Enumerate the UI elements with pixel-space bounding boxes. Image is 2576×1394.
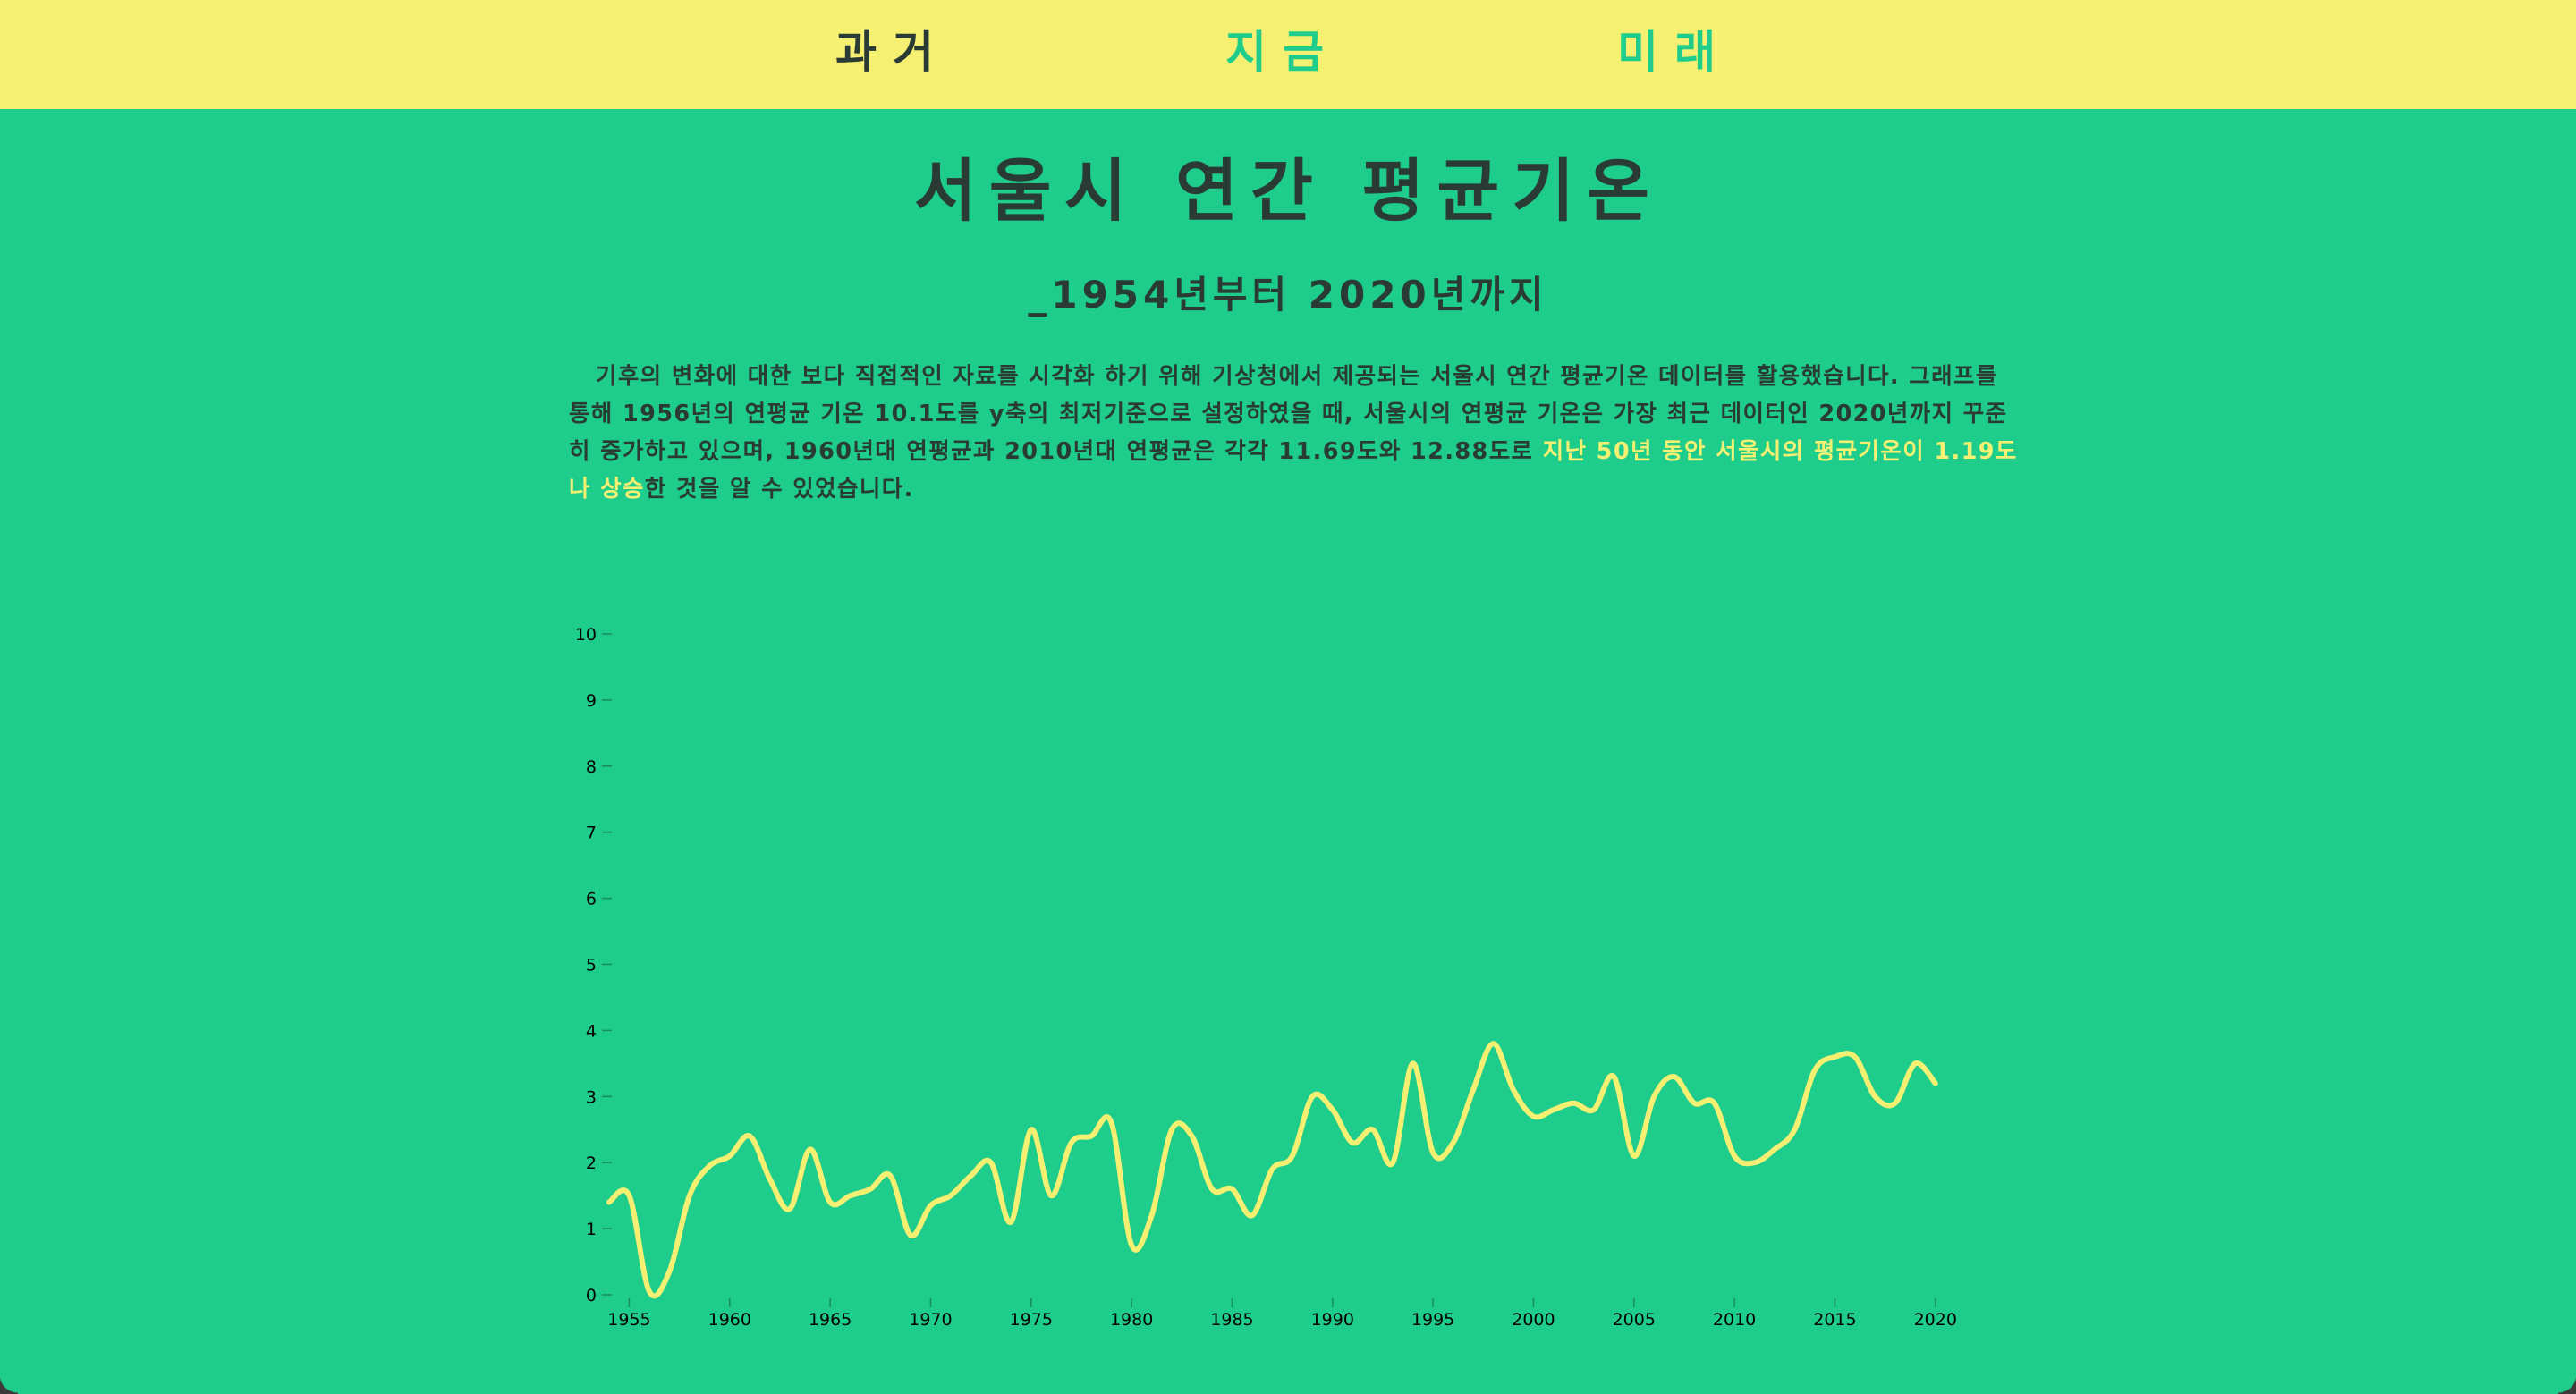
window-corner-right — [2558, 1374, 2576, 1394]
x-tick-label: 1990 — [1311, 1310, 1354, 1330]
y-tick-label: 6 — [586, 890, 597, 909]
y-tick-label: 0 — [586, 1286, 597, 1305]
y-tick-label: 7 — [586, 824, 597, 843]
y-tick-label: 10 — [575, 625, 597, 645]
x-tick-label: 2005 — [1613, 1310, 1656, 1330]
x-tick-label: 2000 — [1512, 1310, 1555, 1330]
x-tick-label: 1995 — [1411, 1310, 1454, 1330]
x-tick-label: 1985 — [1210, 1310, 1253, 1330]
x-tick-label: 2010 — [1713, 1310, 1756, 1330]
x-tick-label: 2020 — [1914, 1310, 1957, 1330]
y-tick-label: 3 — [586, 1087, 597, 1107]
y-tick-label: 2 — [586, 1153, 597, 1173]
x-tick-label: 1965 — [809, 1310, 852, 1330]
y-tick-label: 1 — [586, 1220, 597, 1239]
x-tick-label: 1960 — [708, 1310, 751, 1330]
temperature-series-line — [609, 1043, 1936, 1296]
x-tick-label: 1955 — [607, 1310, 650, 1330]
y-tick-label: 9 — [586, 691, 597, 711]
y-tick-label: 4 — [586, 1021, 597, 1041]
x-tick-label: 1975 — [1010, 1310, 1053, 1330]
x-tick-label: 1970 — [909, 1310, 952, 1330]
window-corner-left — [0, 1374, 18, 1394]
x-tick-label: 1980 — [1110, 1310, 1153, 1330]
x-tick-label: 2015 — [1813, 1310, 1856, 1330]
y-tick-label: 8 — [586, 757, 597, 777]
y-tick-label: 5 — [586, 956, 597, 976]
